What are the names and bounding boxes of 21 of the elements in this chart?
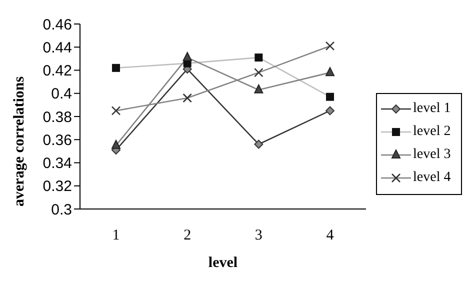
y-tick-label: 0.32 [42, 178, 72, 196]
x-tick-label: 1 [112, 228, 120, 244]
x-tick-label: 4 [326, 228, 334, 244]
point [254, 140, 264, 149]
y-tick-label: 0.44 [42, 39, 72, 56]
legend-label: level 2 [413, 124, 451, 140]
x-tick-label: 3 [254, 228, 262, 244]
legend-label: level 4 [413, 170, 451, 186]
y-tick-label: 0.38 [42, 108, 72, 126]
y-tick-label: 0.36 [42, 132, 72, 149]
y-axis-title: average correlations [11, 76, 28, 206]
y-tick-label: 0.46 [42, 16, 72, 34]
legend-label: level 3 [413, 147, 451, 163]
y-tick-label: 0.3 [51, 201, 72, 218]
y-tick-label: 0.4 [51, 86, 72, 103]
x-axis-title: level [208, 255, 238, 271]
x-tick-label: 2 [184, 228, 192, 244]
y-tick-label: 0.42 [42, 62, 72, 80]
point [326, 106, 334, 116]
legend-label: level 1 [413, 101, 451, 117]
y-tick-label: 0.34 [42, 155, 72, 172]
